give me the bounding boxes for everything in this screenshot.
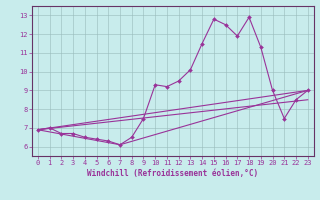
X-axis label: Windchill (Refroidissement éolien,°C): Windchill (Refroidissement éolien,°C) xyxy=(87,169,258,178)
